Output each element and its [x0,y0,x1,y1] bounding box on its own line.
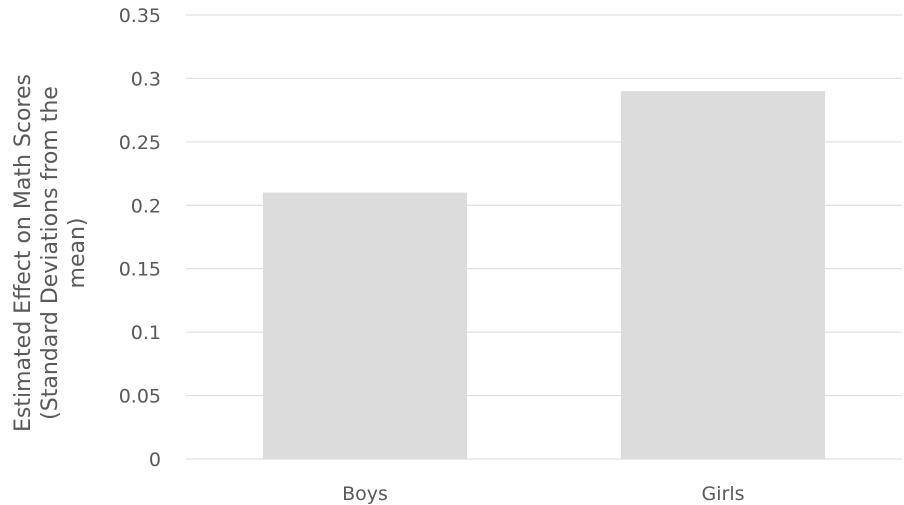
y-tick-label: 0.25 [119,132,161,154]
y-tick-label: 0.15 [119,259,161,281]
y-axis-title-line-1: Estimated Effect on Math Scores [11,74,36,432]
bar-girls [620,91,826,459]
y-tick-label: 0.1 [131,322,161,344]
x-tick-label: Girls [702,483,745,505]
y-axis-title: Estimated Effect on Math Scores (Standar… [11,74,90,432]
y-tick-label: 0 [149,449,161,471]
y-tick-label: 0.2 [131,195,161,217]
y-axis-title-line-3: mean) [65,218,90,289]
x-tick-labels: Boys Girls [342,483,744,505]
y-tick-label: 0.3 [131,68,161,90]
bar-boys [262,192,468,459]
y-tick-label: 0.05 [119,386,161,408]
y-tick-labels: 0 0.05 0.1 0.15 0.2 0.25 0.3 0.35 [119,5,161,471]
bars [262,91,826,459]
y-tick-label: 0.35 [119,5,161,27]
x-tick-label: Boys [342,483,388,505]
y-axis-title-line-2: (Standard Deviations from the [38,86,63,420]
